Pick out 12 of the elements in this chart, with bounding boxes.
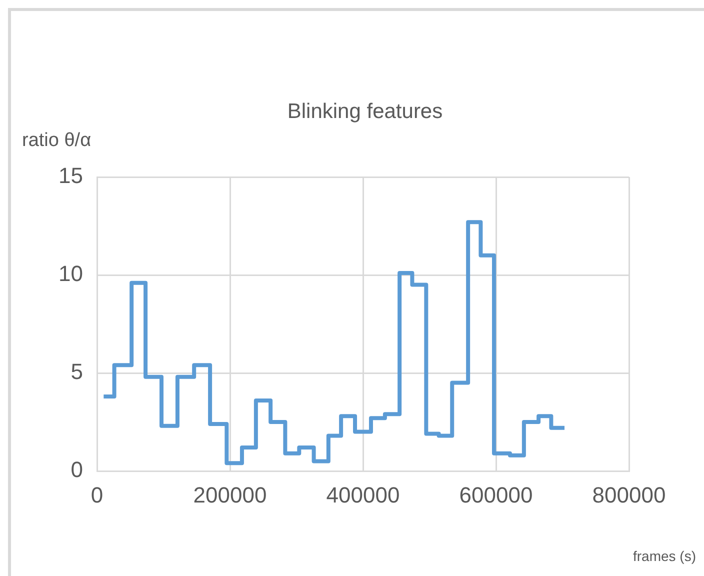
y-tick-label: 15 bbox=[58, 163, 83, 188]
x-tick-label: 600000 bbox=[459, 482, 533, 508]
x-tick-label: 400000 bbox=[326, 482, 400, 508]
x-tick-label: 200000 bbox=[193, 482, 267, 508]
x-tick-label: 0 bbox=[90, 482, 104, 508]
y-tick-label: 10 bbox=[58, 261, 83, 286]
chart-title: Blinking features bbox=[286, 100, 444, 124]
y-tick-label: 0 bbox=[70, 457, 83, 482]
y-axis-title: ratio θ/α bbox=[22, 130, 92, 152]
x-axis-title: frames (s) bbox=[633, 548, 696, 564]
x-tick-label: 800000 bbox=[592, 482, 666, 508]
y-tick-label: 5 bbox=[70, 359, 83, 384]
